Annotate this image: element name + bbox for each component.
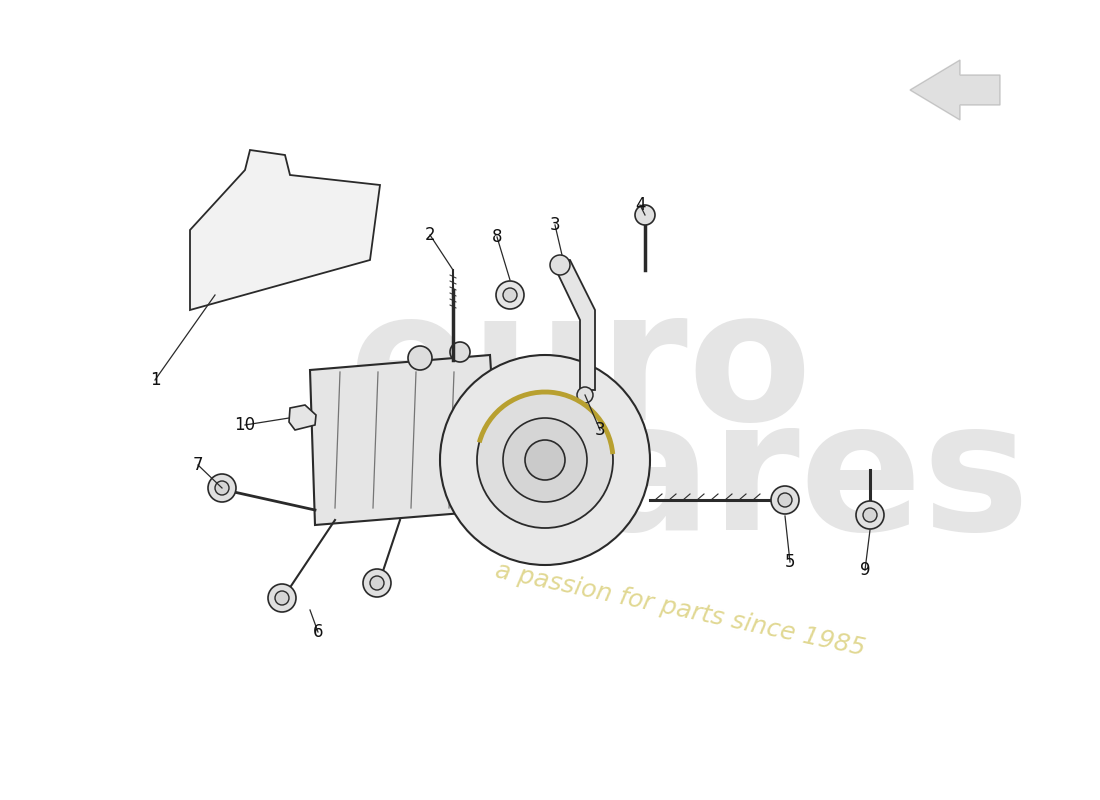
Circle shape [363, 569, 390, 597]
Circle shape [771, 486, 799, 514]
Text: 3: 3 [595, 421, 605, 439]
Text: 3: 3 [550, 216, 560, 234]
Circle shape [525, 440, 565, 480]
Circle shape [503, 288, 517, 302]
Text: ares: ares [590, 392, 1031, 568]
Text: 1: 1 [150, 371, 161, 389]
Text: euro: euro [348, 282, 812, 458]
Circle shape [578, 387, 593, 403]
Polygon shape [310, 355, 500, 525]
Text: 7: 7 [192, 456, 204, 474]
Polygon shape [289, 405, 316, 430]
Text: 10: 10 [234, 416, 255, 434]
Text: 5: 5 [784, 553, 795, 571]
Circle shape [864, 508, 877, 522]
Circle shape [440, 355, 650, 565]
Polygon shape [556, 260, 595, 390]
Circle shape [450, 342, 470, 362]
Polygon shape [190, 150, 380, 310]
Circle shape [856, 501, 884, 529]
Text: 4: 4 [635, 196, 646, 214]
Circle shape [214, 481, 229, 495]
Polygon shape [910, 60, 1000, 120]
Text: 8: 8 [492, 228, 503, 246]
Text: 6: 6 [312, 623, 323, 641]
Circle shape [477, 392, 613, 528]
Circle shape [408, 346, 432, 370]
Circle shape [550, 255, 570, 275]
Circle shape [503, 418, 587, 502]
Circle shape [496, 281, 524, 309]
Circle shape [268, 584, 296, 612]
Text: a passion for parts since 1985: a passion for parts since 1985 [493, 559, 867, 661]
Text: 2: 2 [425, 226, 436, 244]
Circle shape [370, 576, 384, 590]
Circle shape [635, 205, 654, 225]
Circle shape [208, 474, 236, 502]
Circle shape [778, 493, 792, 507]
Circle shape [275, 591, 289, 605]
Text: 9: 9 [860, 561, 870, 579]
